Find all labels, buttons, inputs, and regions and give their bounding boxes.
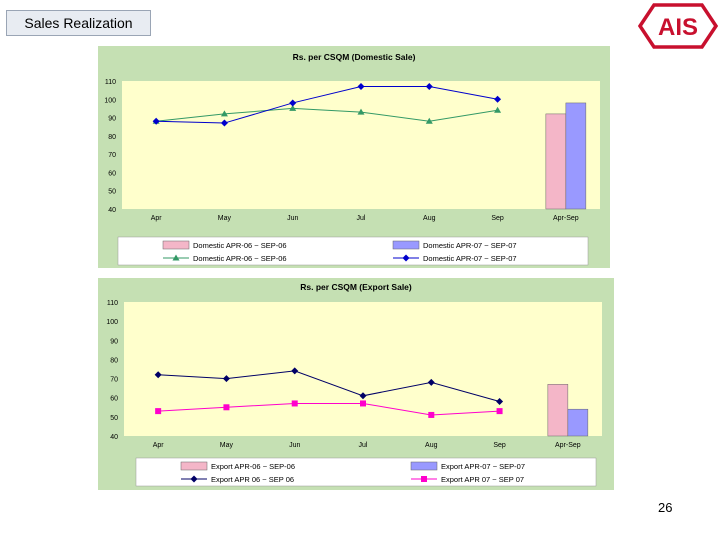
data-point <box>291 367 299 375</box>
page-number: 26 <box>658 500 673 515</box>
x-tick-label: Apr <box>151 215 163 222</box>
y-tick-label: 110 <box>107 300 118 307</box>
series-line <box>158 402 500 416</box>
slide-title: Sales Realization <box>6 10 151 36</box>
data-point <box>291 400 298 407</box>
data-point <box>359 392 367 400</box>
x-tick-label: Aug <box>425 442 438 449</box>
data-point <box>289 104 297 111</box>
x-tick-label: Sep <box>493 442 506 449</box>
x-tick-label: Jul <box>357 215 366 222</box>
legend-marker <box>190 475 198 483</box>
y-tick-label: 40 <box>110 434 118 441</box>
x-tick-label: Apr-Sep <box>555 442 581 449</box>
y-tick-label: 70 <box>110 377 118 384</box>
y-tick-label: 50 <box>108 189 116 196</box>
y-tick-label: 40 <box>108 207 116 214</box>
data-point <box>357 82 365 90</box>
y-tick-label: 90 <box>108 116 116 123</box>
x-tick-label: Aug <box>423 215 436 222</box>
bar <box>565 102 587 210</box>
data-point <box>496 408 503 415</box>
legend-swatch <box>410 461 438 471</box>
x-tick-label: May <box>220 442 234 449</box>
data-point <box>220 110 228 117</box>
data-point <box>357 108 365 115</box>
x-tick-label: May <box>218 215 232 222</box>
data-point <box>223 404 230 411</box>
y-tick-label: 80 <box>108 134 116 141</box>
legend-label: Export APR 07 ~ SEP 07 <box>441 475 524 484</box>
x-tick-label: Jul <box>359 442 368 449</box>
y-tick-label: 110 <box>105 79 116 86</box>
data-point <box>152 117 160 125</box>
chart-svg: Rs. per CSQM (Export Sale) 40 50 60 70 80 90 10… <box>98 278 614 490</box>
series-line <box>156 107 498 122</box>
legend-marker <box>421 476 427 482</box>
data-point <box>222 375 230 383</box>
legend-marker <box>172 254 180 261</box>
x-tick-label: Sep <box>491 215 504 222</box>
legend-box <box>117 236 589 266</box>
y-tick-label: 80 <box>110 357 118 364</box>
data-point <box>289 99 297 107</box>
data-point <box>494 95 502 103</box>
legend-label: Domestic APR-06 ~ SEP-06 <box>193 254 287 263</box>
logo-text: AIS <box>658 14 698 41</box>
data-point <box>154 371 162 379</box>
data-point <box>425 82 433 90</box>
data-point <box>425 117 433 124</box>
legend-label: Domestic APR-06 ~ SEP-06 <box>193 241 287 250</box>
bar <box>567 408 589 437</box>
x-tick-label: Apr <box>153 442 165 449</box>
y-tick-label: 50 <box>110 415 118 422</box>
series-line <box>158 370 500 403</box>
legend-swatch <box>162 240 190 250</box>
data-point <box>220 119 228 127</box>
legend-label: Domestic APR-07 ~ SEP-07 <box>423 241 517 250</box>
y-tick-label: 100 <box>104 97 116 104</box>
y-tick-label: 90 <box>110 338 118 345</box>
chart-title: Rs. per CSQM (Export Sale) <box>300 282 412 292</box>
legend-label: Export APR 06 ~ SEP 06 <box>211 475 294 484</box>
bar <box>547 384 569 437</box>
domestic-sale-chart: Rs. per CSQM (Domestic Sale) 40 50 60 70 80 90… <box>98 46 610 268</box>
ais-logo: AIS <box>636 0 720 52</box>
y-tick-label: 70 <box>108 152 116 159</box>
series-line <box>156 85 498 124</box>
plot-area <box>124 302 602 436</box>
legend-marker <box>402 254 410 262</box>
data-point <box>428 411 435 418</box>
plot-area <box>122 81 600 209</box>
chart-svg: Rs. per CSQM (Domestic Sale) 40 50 60 70 80 90… <box>98 46 610 268</box>
legend-swatch <box>180 461 208 471</box>
y-tick-label: 60 <box>110 396 118 403</box>
legend-box <box>135 457 597 487</box>
legend-swatch <box>392 240 420 250</box>
data-point <box>427 378 435 386</box>
chart-title: Rs. per CSQM (Domestic Sale) <box>293 52 416 62</box>
legend-label: Export APR-07 ~ SEP-07 <box>441 462 525 471</box>
data-point <box>155 408 162 415</box>
export-sale-chart: Rs. per CSQM (Export Sale) 40 50 60 70 80 90 10… <box>98 278 614 490</box>
x-tick-label: Apr-Sep <box>553 215 579 222</box>
data-point <box>494 106 502 113</box>
legend-label: Domestic APR-07 ~ SEP-07 <box>423 254 517 263</box>
legend-label: Export APR-06 ~ SEP-06 <box>211 462 295 471</box>
y-tick-label: 100 <box>106 319 118 326</box>
data-point <box>360 400 366 407</box>
bar <box>545 113 567 210</box>
x-tick-label: Jun <box>287 215 298 222</box>
y-tick-label: 60 <box>108 170 116 177</box>
x-tick-label: Jun <box>289 442 300 449</box>
data-point <box>496 398 504 406</box>
